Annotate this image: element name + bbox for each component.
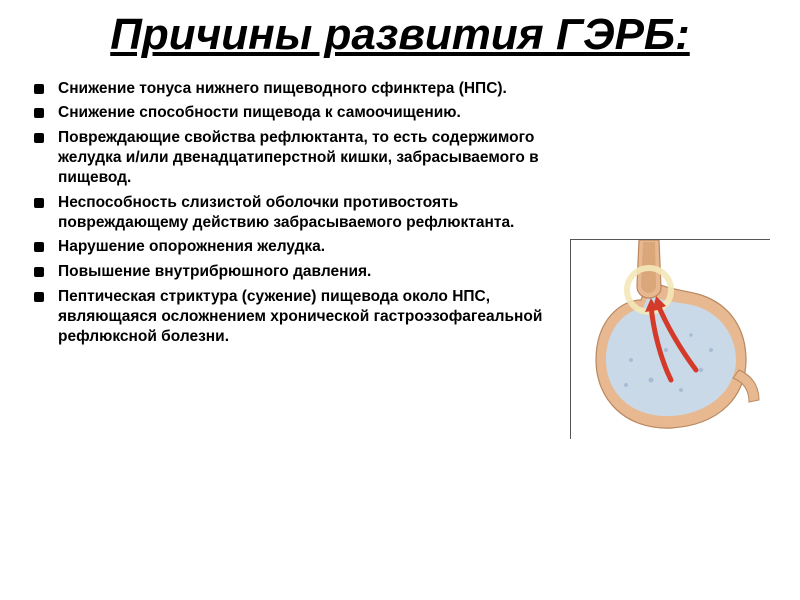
stomach-diagram [570,239,770,439]
list-item: Пептическая стриктура (сужение) пищевода… [58,287,562,346]
list-item: Неспособность слизистой оболочки противо… [58,193,562,233]
list-item: Снижение тонуса нижнего пищеводного сфин… [58,79,562,99]
list-item: Снижение способности пищевода к самоочищ… [58,103,562,123]
bullet-list: Снижение тонуса нижнего пищеводного сфин… [30,79,562,352]
slide-title: Причины развития ГЭРБ: [30,10,770,61]
slide: Причины развития ГЭРБ: Снижение тонуса н… [0,0,800,600]
content-row: Снижение тонуса нижнего пищеводного сфин… [30,79,770,439]
list-item: Нарушение опорожнения желудка. [58,237,562,257]
list-item: Повышение внутрибрюшного давления. [58,262,562,282]
list-item: Повреждающие свойства рефлюктанта, то ес… [58,128,562,187]
